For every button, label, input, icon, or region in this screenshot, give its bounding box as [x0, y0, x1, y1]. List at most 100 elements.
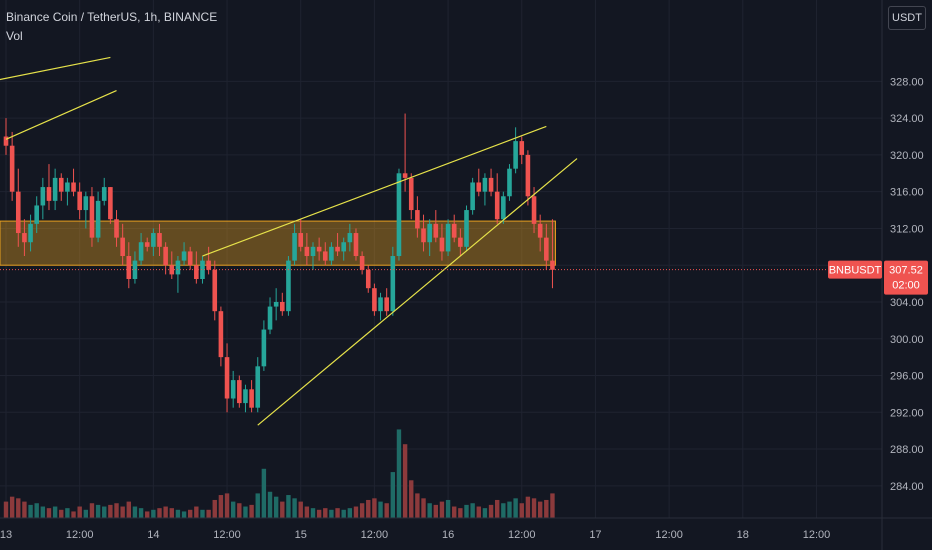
volume-bar — [34, 503, 39, 518]
volume-bar — [273, 496, 279, 518]
volume-bar — [550, 493, 555, 518]
candle-body — [267, 306, 273, 330]
candle-body — [212, 269, 218, 312]
volume-bar — [22, 501, 27, 518]
volume-bar — [402, 444, 408, 518]
trendline — [5, 90, 117, 140]
candle-body — [206, 260, 211, 270]
candle-body — [9, 145, 15, 192]
volume-bar — [169, 508, 174, 518]
volume-bar — [458, 508, 463, 518]
x-tick-label: 12:00 — [508, 529, 536, 541]
candle-body — [65, 182, 70, 192]
candle-body — [138, 242, 144, 261]
candle-body — [525, 154, 531, 197]
candle-body — [445, 223, 451, 252]
candle-body — [451, 223, 457, 238]
volume-bar — [378, 501, 383, 518]
volume-bar — [120, 506, 125, 518]
volume-bar — [341, 509, 346, 518]
candle-body — [316, 246, 322, 252]
volume-bar — [353, 506, 359, 518]
x-tick-label: 18 — [737, 529, 749, 541]
candle-body — [322, 251, 328, 261]
volume-bar — [181, 511, 187, 518]
candle-body — [181, 251, 187, 261]
volume-bar — [224, 493, 230, 518]
currency-button[interactable]: USDT — [888, 6, 926, 30]
candle-body — [507, 168, 512, 197]
volume-indicator-label[interactable]: Vol — [6, 29, 23, 43]
volume-bar — [310, 508, 316, 518]
x-tick-label: 12:00 — [361, 529, 389, 541]
candle-body — [513, 141, 518, 169]
x-tick-label: 15 — [295, 529, 307, 541]
volume-bar — [163, 506, 168, 518]
candle-body — [433, 223, 439, 238]
y-tick-label: 292.00 — [890, 407, 924, 419]
volume-bar — [384, 503, 389, 518]
volume-bar — [89, 503, 95, 518]
volume-bar — [138, 508, 144, 518]
y-tick-label: 296.00 — [890, 371, 924, 383]
price-tag: BNBUSDT 307.52 02:00 — [0, 260, 928, 295]
candle-body — [519, 141, 525, 155]
volume-bar — [544, 499, 549, 518]
volume-bar — [439, 501, 445, 518]
candle-body — [286, 260, 291, 312]
candle-body — [458, 237, 463, 247]
candle-body — [187, 251, 193, 266]
volume-bar — [261, 468, 267, 518]
volume-bar — [175, 509, 181, 518]
x-tick-label: 12:00 — [655, 529, 683, 541]
x-tick-label: 14 — [147, 529, 159, 541]
candle-body — [77, 191, 82, 211]
candle-body — [255, 366, 261, 408]
volume-bar — [230, 501, 236, 518]
volume-bar — [132, 506, 138, 518]
candle-body — [230, 380, 236, 399]
volume-bar — [249, 504, 254, 518]
x-tick-label: 13 — [0, 529, 12, 541]
volume-bar — [415, 493, 420, 518]
candle-body — [372, 288, 377, 312]
volume-bar — [323, 508, 328, 518]
price-tag-value: 307.52 — [889, 265, 923, 277]
volume-bar — [390, 472, 396, 518]
candle-body — [402, 173, 408, 178]
volume-bar — [114, 503, 119, 518]
volume-bar — [255, 493, 260, 518]
volume-bar — [292, 498, 297, 518]
candle-body — [408, 177, 414, 211]
candle-body — [151, 233, 156, 247]
candle-body — [396, 173, 402, 257]
candle-body — [175, 260, 181, 275]
candle-body — [273, 301, 279, 307]
volume-bar — [359, 503, 365, 518]
candle-body — [261, 329, 267, 367]
candle-body — [218, 311, 224, 358]
volume-bar — [237, 503, 242, 518]
candle-body — [157, 233, 162, 247]
volume-bar — [108, 504, 113, 518]
candle-body — [482, 177, 488, 192]
volume-bar — [206, 509, 211, 518]
candle-body — [163, 246, 168, 266]
volume-bar — [65, 508, 70, 518]
volume-bar — [525, 496, 531, 518]
candle-body — [310, 246, 316, 257]
volume-bar — [200, 509, 205, 518]
y-tick-label: 320.00 — [890, 150, 924, 162]
volume-bar — [513, 498, 518, 518]
symbol-tag-background — [828, 260, 882, 279]
trendlines — [0, 56, 578, 426]
price-tag-background — [884, 260, 928, 295]
candle-body — [304, 246, 310, 257]
candle-body — [292, 233, 297, 261]
candle-body — [359, 256, 365, 270]
volume-bar — [409, 480, 414, 518]
candle-body — [384, 297, 389, 312]
volume-bar — [286, 495, 291, 518]
price-tag-countdown: 02:00 — [892, 280, 920, 292]
